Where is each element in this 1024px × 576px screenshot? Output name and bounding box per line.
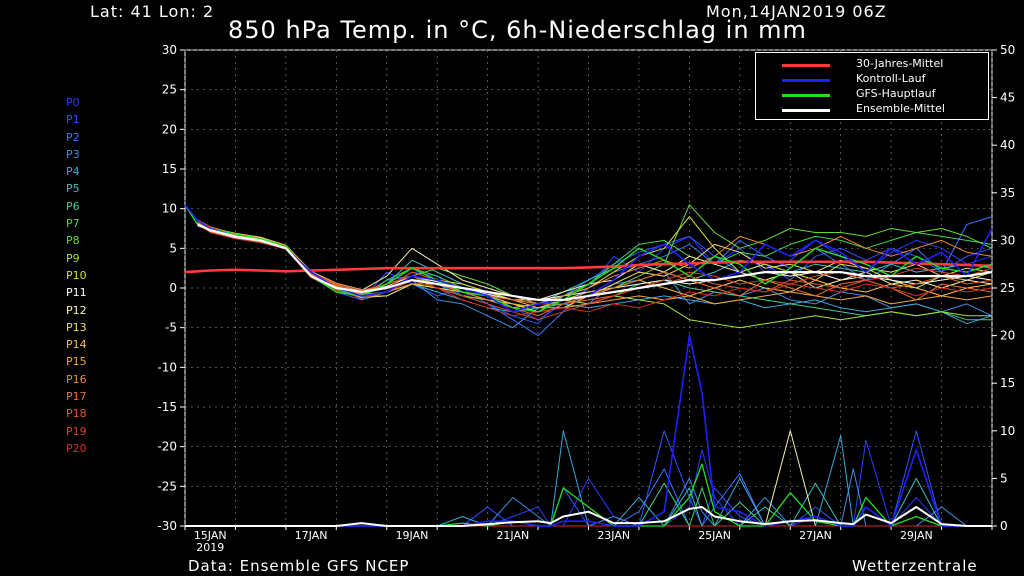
- y-tick-label-left: -30: [157, 519, 177, 533]
- legend-swatch: [782, 64, 830, 67]
- y-tick-label-left: 10: [162, 202, 177, 216]
- y-tick-label-right: 10: [1000, 424, 1015, 438]
- member-list: P0 P1 P2 P3 P4 P5 P6 P7 P8 P9 P10 P11 P12 P13 P14 P15 P1…: [66, 94, 87, 457]
- member-label: P6: [66, 199, 80, 213]
- member-label: P5: [66, 182, 80, 196]
- chart-legend: 30-Jahres-Mittel Kontroll-Lauf GFS-Hauptla…: [755, 52, 989, 120]
- chart-title: 850 hPa Temp. in °C, 6h-Niederschlag in …: [228, 16, 807, 44]
- precip-series-kontroll: [185, 334, 992, 527]
- y-tick-label-left: -10: [157, 360, 177, 374]
- y-tick-label-right: 20: [1000, 329, 1015, 343]
- x-tick-label: 27JAN: [799, 529, 832, 542]
- member-label: P16: [66, 372, 87, 386]
- member-label: P1: [66, 113, 80, 127]
- legend-label: GFS-Hauptlauf: [856, 87, 936, 100]
- legend-item: Kontroll-Lauf: [756, 72, 988, 87]
- member-label: P14: [66, 338, 87, 352]
- legend-label: Kontroll-Lauf: [856, 72, 926, 85]
- member-label: P0: [66, 96, 80, 109]
- location-label: Lat: 41 Lon: 2: [90, 2, 215, 21]
- x-tick-label: 19JAN: [396, 529, 429, 542]
- member-label: P3: [66, 147, 80, 161]
- data-source: Data: Ensemble GFS NCEP: [188, 557, 410, 575]
- member-label: P10: [66, 268, 87, 282]
- member-label: P4: [66, 165, 80, 179]
- y-tick-label-right: 35: [1000, 186, 1015, 200]
- legend-swatch: [782, 94, 830, 97]
- y-tick-label-right: 5: [1000, 471, 1008, 485]
- y-tick-label-right: 25: [1000, 281, 1015, 295]
- y-tick-label-left: 20: [162, 122, 177, 136]
- legend-swatch: [782, 79, 830, 82]
- y-tick-label-left: 30: [162, 43, 177, 57]
- y-tick-label-right: 45: [1000, 91, 1015, 105]
- precip-series-ensemble-mittel: [185, 506, 992, 527]
- y-tick-label-right: 0: [1000, 519, 1008, 533]
- y-tick-label-left: 0: [169, 281, 177, 295]
- x-tick-label: 17JAN: [295, 529, 328, 542]
- legend-item: Ensemble-Mittel: [756, 102, 988, 117]
- x-tick-label: 25JAN: [698, 529, 731, 542]
- temp-series-P14: [197, 220, 993, 309]
- member-label: P18: [66, 407, 87, 421]
- member-label: P9: [66, 251, 80, 265]
- legend-item: GFS-Hauptlauf: [756, 87, 988, 102]
- run-datetime: Mon,14JAN2019 06Z: [706, 2, 887, 21]
- y-tick-label-right: 50: [1000, 43, 1015, 57]
- y-tick-label-right: 30: [1000, 233, 1015, 247]
- member-label: P17: [66, 390, 87, 404]
- member-label: P2: [66, 130, 80, 144]
- legend-label: 30-Jahres-Mittel: [856, 57, 944, 70]
- y-tick-label-left: 5: [169, 241, 177, 255]
- x-tick-sublabel: 2019: [196, 541, 224, 554]
- member-label: P15: [66, 355, 87, 369]
- legend-label: Ensemble-Mittel: [856, 102, 945, 115]
- y-tick-label-left: -5: [165, 321, 177, 335]
- y-tick-label-left: -25: [157, 479, 177, 493]
- member-label: P13: [66, 320, 87, 334]
- y-tick-label-left: -15: [157, 400, 177, 414]
- member-label: P20: [66, 441, 87, 455]
- y-tick-label-right: 15: [1000, 376, 1015, 390]
- x-tick-label: 15JAN: [194, 529, 227, 542]
- member-label: P7: [66, 217, 80, 231]
- legend-swatch: [782, 109, 830, 112]
- member-label: P8: [66, 234, 80, 248]
- legend-item: 30-Jahres-Mittel: [756, 57, 988, 72]
- member-label: P11: [66, 286, 87, 300]
- y-tick-label-left: 15: [162, 162, 177, 176]
- member-label: P19: [66, 424, 87, 438]
- y-tick-label-left: 25: [162, 83, 177, 97]
- x-tick-label: 29JAN: [900, 529, 933, 542]
- x-tick-label: 21JAN: [496, 529, 529, 542]
- x-tick-label: 23JAN: [597, 529, 630, 542]
- brand-label: Wetterzentrale: [852, 557, 978, 575]
- temp-series-P8: [197, 204, 993, 305]
- y-tick-label-left: -20: [157, 440, 177, 454]
- temp-series-ensemble-mittel: [197, 223, 993, 301]
- member-label: P12: [66, 303, 87, 317]
- y-tick-label-right: 40: [1000, 138, 1015, 152]
- temp-series-P4: [197, 221, 993, 325]
